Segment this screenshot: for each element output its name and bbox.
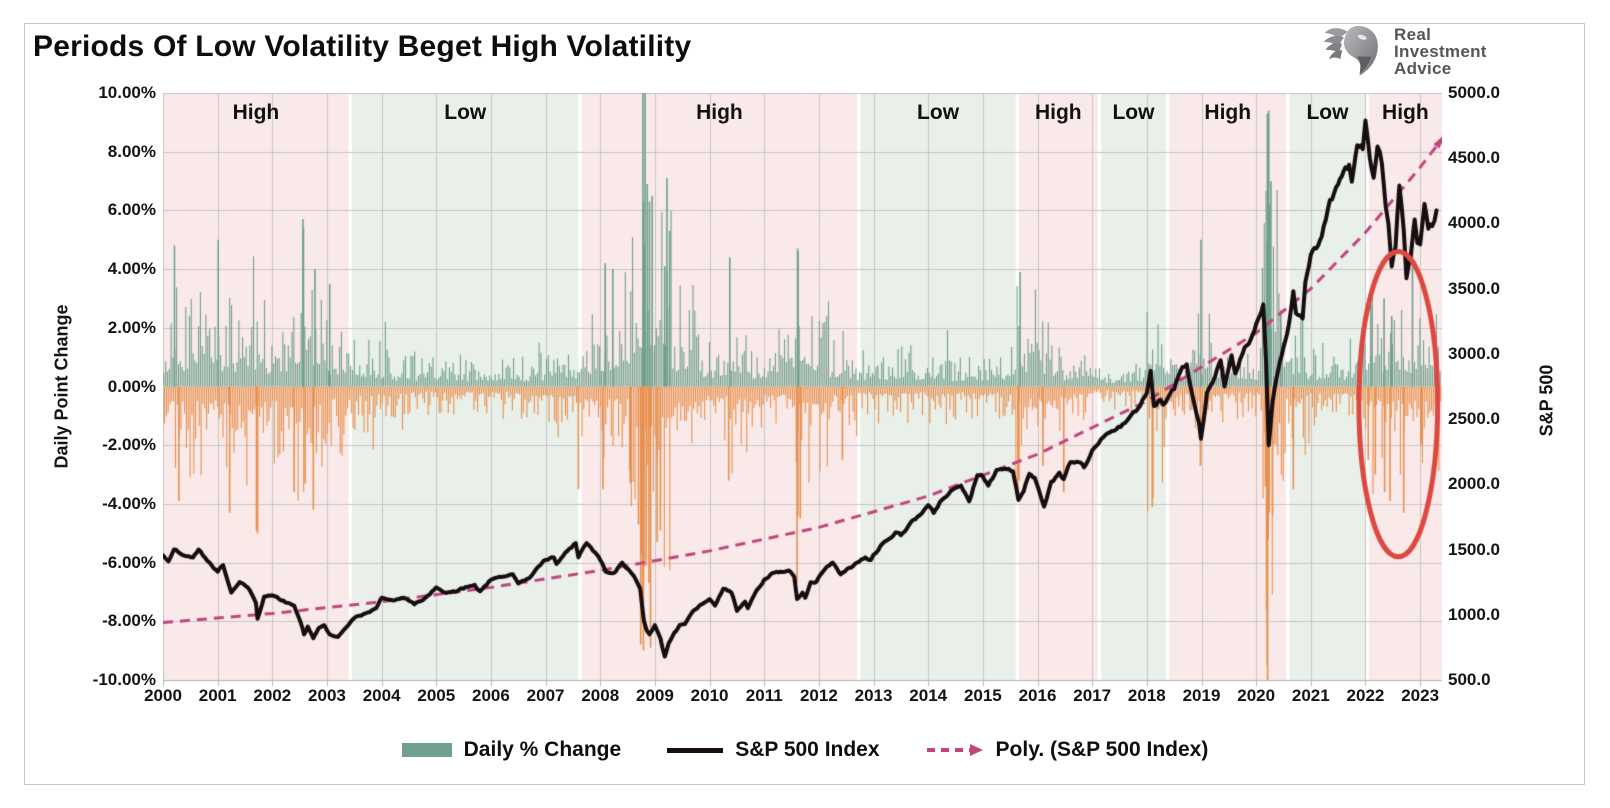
- right-axis-tick-label: 4500.0: [1448, 148, 1500, 168]
- brand-line-1: Real: [1394, 24, 1432, 44]
- x-axis-tick-label: 2010: [690, 686, 729, 705]
- x-axis-tick-label: 2017: [1073, 686, 1112, 705]
- x-axis-tick-label: 2000: [144, 686, 182, 705]
- regime-label-high: High: [1034, 101, 1082, 124]
- chart-legend: Daily % Change S&P 500 Index Poly. (S&P …: [0, 738, 1610, 762]
- x-axis-tick-label: 2011: [745, 686, 783, 705]
- x-axis-tick-label: 2021: [1291, 686, 1330, 705]
- x-axis-tick-label: 2007: [526, 686, 565, 705]
- right-axis-tick-label: 3000.0: [1448, 343, 1500, 363]
- x-axis-tick-label: 2016: [1018, 686, 1057, 705]
- eagle-logo-icon: [1323, 26, 1378, 76]
- x-axis-tick-label: 2002: [253, 686, 292, 705]
- brand-logo: Real Investment Advice: [1322, 20, 1572, 82]
- brand-name: Real Investment Advice: [1394, 26, 1487, 77]
- left-axis-tick-label: -10.00%: [92, 670, 156, 689]
- volatility-chart-plot: [163, 93, 1442, 690]
- left-axis-tick-label: -8.00%: [102, 611, 156, 631]
- legend-item-sp500: S&P 500 Index: [667, 738, 880, 762]
- left-axis-tick-label: -4.00%: [102, 493, 156, 513]
- legend-label-sp500: S&P 500 Index: [735, 738, 880, 761]
- regime-label-low: Low: [444, 101, 487, 124]
- brand-line-3: Advice: [1394, 58, 1452, 78]
- x-axis-tick-label: 2015: [963, 686, 1002, 705]
- x-axis-tick-label: 2023: [1401, 686, 1440, 705]
- right-axis-tick-label: 500.0: [1448, 670, 1491, 689]
- daily-change-swatch: [401, 743, 452, 757]
- legend-item-poly: Poly. (S&P 500 Index): [926, 738, 1209, 762]
- left-axis-tick-label: 8.00%: [107, 141, 156, 161]
- brand-line-2: Investment: [1394, 41, 1487, 61]
- sp500-line-swatch: [667, 747, 724, 753]
- regime-label-high: High: [232, 101, 280, 124]
- regime-label-high: High: [1204, 101, 1252, 124]
- regime-label-low: Low: [1306, 101, 1349, 124]
- right-axis-tick-label: 1000.0: [1448, 604, 1500, 624]
- right-axis-tick-label: 2500.0: [1448, 409, 1500, 429]
- x-axis-tick-label: 2004: [362, 686, 401, 705]
- left-axis-tick-label: -6.00%: [102, 552, 156, 572]
- left-axis-tick-label: 4.00%: [107, 259, 156, 279]
- x-axis-tick-label: 2018: [1127, 686, 1166, 705]
- left-axis-tick-label: -2.00%: [102, 435, 156, 455]
- x-axis-tick-label: 2005: [417, 686, 456, 705]
- right-axis-tick-label: 2000.0: [1448, 474, 1500, 494]
- x-axis-tick-label: 2009: [636, 686, 674, 705]
- left-axis-tick-label: 2.00%: [107, 317, 156, 337]
- x-axis-tick-label: 2019: [1182, 686, 1221, 705]
- right-axis-tick-label: 1500.0: [1448, 539, 1500, 559]
- chart-title: Periods Of Low Volatility Beget High Vol…: [33, 30, 692, 63]
- left-axis-tick-label: 6.00%: [107, 200, 156, 220]
- legend-label-poly: Poly. (S&P 500 Index): [995, 738, 1209, 761]
- regime-label-high: High: [696, 101, 743, 124]
- legend-item-daily-change: Daily % Change: [401, 738, 622, 762]
- right-axis-tick-label: 4000.0: [1448, 213, 1500, 233]
- left-axis-tick-label: 10.00%: [98, 83, 156, 102]
- right-axis-tick-label: 3500.0: [1448, 278, 1500, 298]
- right-axis-title: S&P 500: [1536, 364, 1557, 437]
- regime-label-high: High: [1382, 101, 1429, 124]
- poly-trend-swatch: [926, 744, 983, 756]
- legend-label-daily-change: Daily % Change: [463, 738, 622, 761]
- x-axis-tick-label: 2013: [854, 686, 893, 705]
- x-axis-tick-label: 2003: [308, 686, 346, 705]
- x-axis-tick-label: 2006: [472, 686, 510, 705]
- x-axis-tick-label: 2014: [909, 686, 948, 705]
- x-axis-tick-label: 2012: [799, 686, 838, 705]
- left-axis-tick-label: 0.00%: [107, 376, 156, 396]
- regime-label-low: Low: [917, 101, 960, 124]
- x-axis-tick-label: 2020: [1237, 686, 1276, 705]
- x-axis-tick-label: 2001: [198, 686, 237, 705]
- right-axis-tick-label: 5000.0: [1448, 83, 1500, 102]
- x-axis-tick-label: 2008: [581, 686, 620, 705]
- regime-label-low: Low: [1112, 101, 1155, 124]
- x-axis-tick-label: 2022: [1346, 686, 1385, 705]
